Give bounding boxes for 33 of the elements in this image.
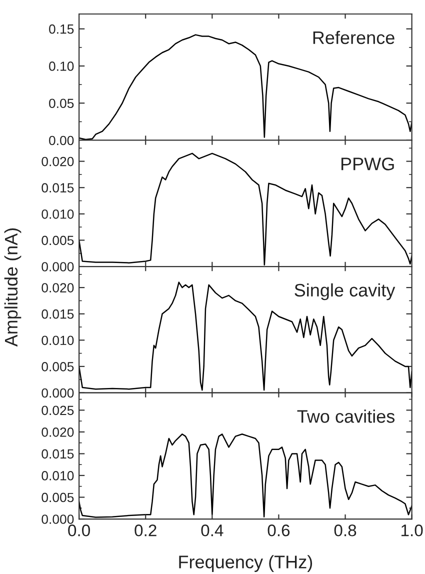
y-tick-label: 0.000	[42, 262, 74, 272]
y-tick-label: 0.00	[49, 136, 74, 146]
y-tick-label: 0.010	[42, 471, 74, 480]
y-tick-label: 0.020	[42, 156, 74, 166]
y-tick-label: 0.15	[49, 24, 74, 34]
line-series	[79, 282, 412, 391]
x-axis-title: Frequency (THz)	[179, 555, 312, 572]
y-tick-label: 0.10	[49, 62, 74, 71]
y-tick-label: 0.015	[42, 309, 74, 319]
x-tick-label: 0.2	[134, 524, 156, 536]
y-tick-label: 0.000	[42, 514, 74, 524]
y-axis-title: Amplitude (nA)	[4, 228, 22, 347]
y-tick-label: 0.05	[49, 98, 74, 108]
annotation: Two cavities	[297, 410, 395, 423]
y-tick-label: 0.005	[42, 362, 74, 372]
y-tick-label: 0.010	[42, 336, 74, 346]
annotation: Reference	[313, 30, 394, 44]
y-tick-label: 0.005	[42, 492, 74, 502]
y-tick-label: 0.010	[42, 209, 74, 219]
y-tick-label: 0.000	[42, 388, 74, 398]
y-tick-label: 0.015	[42, 183, 74, 193]
y-tick-label: 0.005	[42, 236, 74, 246]
x-tick-label: 0.8	[334, 524, 356, 536]
y-tick-label: 0.020	[42, 428, 74, 437]
x-tick-label: 0.4	[201, 524, 224, 536]
x-tick-label: 0.0	[68, 524, 90, 536]
annotation: PPWG	[341, 158, 394, 170]
x-tick-label: 1.0	[402, 524, 423, 536]
annotation: Single cavity	[294, 283, 396, 300]
y-tick-label: 0.020	[42, 283, 74, 292]
y-tick-label: 0.025	[42, 406, 74, 416]
x-tick-label: 0.6	[268, 524, 290, 536]
y-tick-label: 0.015	[42, 449, 74, 459]
